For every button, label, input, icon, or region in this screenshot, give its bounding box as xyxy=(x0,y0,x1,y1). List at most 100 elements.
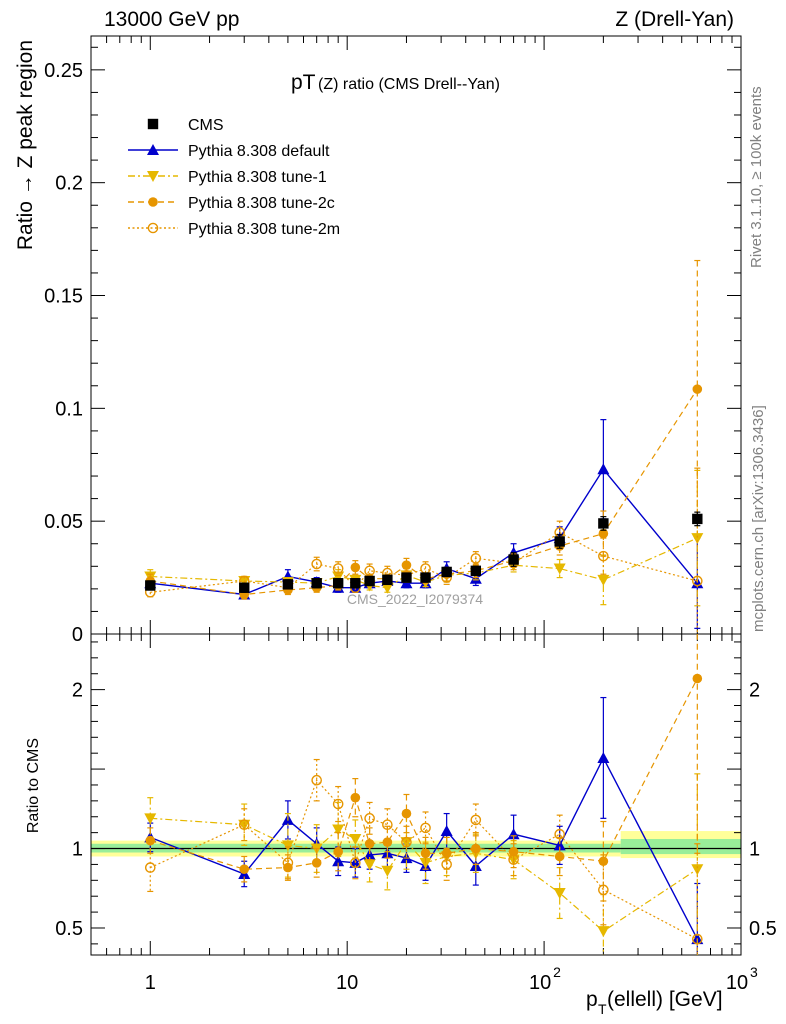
ratio-point-pythia-8-308-tune-2m xyxy=(282,857,294,869)
top-point-pythia-8-308-tune-2c xyxy=(598,528,609,539)
legend-marker-pythia-8-308-tune-2m xyxy=(147,222,159,234)
ratio-point-pythia-8-308-tune-2c xyxy=(382,837,393,847)
ratio-point-pythia-8-308-tune-1 xyxy=(332,824,345,836)
ratio-point-pythia-8-308-tune-2m xyxy=(350,857,361,869)
legend-label-pythia-8-308-tune-2c: Pythia 8.308 tune-2c xyxy=(188,195,335,212)
ratio-band-inner-high xyxy=(620,838,741,855)
ratio-point-pythia-8-308-tune-2c xyxy=(239,864,250,874)
top-point-pythia-8-308-tune-2c xyxy=(350,562,361,573)
xtick-label: 10 xyxy=(336,972,358,994)
legend: CMS Pythia 8.308 default Pythia 8.308 tune… xyxy=(128,117,340,238)
x-axis-title-rest: (ellell) [GeV] xyxy=(607,988,723,1011)
top-ytick-label: 0.05 xyxy=(44,511,83,533)
top-point-pythia-8-308-tune-2m xyxy=(311,558,322,570)
ratio-point-pythia-8-308-default xyxy=(507,828,520,840)
ratio-point-pythia-8-308-tune-2m xyxy=(401,836,412,848)
top-point-cms xyxy=(311,578,322,589)
legend-label-pythia-8-308-tune-1: Pythia 8.308 tune-1 xyxy=(188,169,327,186)
top-ytick-label: 0.2 xyxy=(55,173,83,195)
header-left: 13000 GeV pp xyxy=(104,8,240,31)
bottom-y-axis-title: Ratio to CMS xyxy=(25,738,42,833)
ratio-point-pythia-8-308-tune-2m xyxy=(508,854,519,865)
legend-marker-pythia-8-308-default xyxy=(147,144,159,155)
ratio-point-pythia-8-308-tune-2m xyxy=(382,819,393,830)
ratio-point-pythia-8-308-tune-1 xyxy=(553,888,566,900)
ratio-point-pythia-8-308-tune-2c xyxy=(420,848,431,859)
top-point-pythia-8-308-tune-2c xyxy=(401,560,412,570)
top-point-cms xyxy=(470,565,482,577)
ratio-point-pythia-8-308-tune-1 xyxy=(363,859,376,871)
ratio-series-pythia-8-308-tune-2m xyxy=(144,758,703,955)
mcplots-label: mcplots.cern.ch [arXiv:1306.3436] xyxy=(750,405,767,632)
ratio-point-pythia-8-308-default xyxy=(363,848,376,860)
top-point-pythia-8-308-default xyxy=(597,463,610,475)
top-panel-data xyxy=(144,259,704,634)
top-ytick-label: 0.1 xyxy=(55,398,83,420)
xtick-label: 1 xyxy=(145,972,156,994)
bottom-panel-data xyxy=(144,634,704,955)
ratio-point-pythia-8-308-tune-1 xyxy=(144,813,157,825)
xtick-label-exponent: 2 xyxy=(553,964,561,980)
ratio-point-pythia-8-308-tune-2m xyxy=(238,819,250,830)
top-point-cms xyxy=(364,575,375,587)
top-point-pythia-8-308-tune-1 xyxy=(332,571,345,583)
ratio-point-pythia-8-308-tune-2c xyxy=(554,851,565,862)
top-ytick-label: 0.25 xyxy=(44,60,83,82)
legend-label-cms: CMS xyxy=(188,117,224,134)
xtick-label: 10 xyxy=(529,972,551,994)
top-point-pythia-8-308-tune-2m xyxy=(692,575,703,587)
ratio-point-pythia-8-308-tune-2c xyxy=(471,843,481,854)
ratio-point-pythia-8-308-default xyxy=(597,751,610,763)
ratio-point-pythia-8-308-tune-2m xyxy=(332,798,344,810)
legend-marker-pythia-8-308-tune-1 xyxy=(147,171,159,182)
legend-marker-cms xyxy=(147,118,159,130)
ratio-point-pythia-8-308-tune-2c xyxy=(692,673,703,684)
bottom-ytick-label-right: 0.5 xyxy=(749,918,777,940)
ratio-line-pythia-8-308-tune-2c xyxy=(150,678,698,870)
ratio-point-pythia-8-308-default xyxy=(553,839,566,851)
top-ytick-label: 0.15 xyxy=(44,286,83,308)
ratio-point-pythia-8-308-tune-2m xyxy=(144,862,156,873)
ratio-point-pythia-8-308-tune-2c xyxy=(508,846,519,857)
top-point-cms xyxy=(282,579,294,590)
top-line-pythia-8-308-tune-1 xyxy=(150,537,698,589)
ratio-point-pythia-8-308-default xyxy=(440,825,453,837)
top-point-cms xyxy=(332,578,344,589)
top-y-axis-title: Ratio → Z peak region xyxy=(14,40,37,250)
bottom-ytick-label-right: 2 xyxy=(749,680,760,702)
bottom-ytick-label: 1 xyxy=(72,839,83,861)
ratio-point-pythia-8-308-tune-2m xyxy=(692,933,703,945)
top-point-cms xyxy=(508,554,519,565)
ratio-series-pythia-8-308-tune-2c xyxy=(145,634,703,902)
bottom-ytick-label: 2 xyxy=(72,680,83,702)
ratio-point-pythia-8-308-tune-1 xyxy=(691,864,704,876)
top-point-pythia-8-308-tune-2m xyxy=(598,550,609,562)
ratio-point-pythia-8-308-tune-2c xyxy=(333,846,343,857)
top-point-pythia-8-308-tune-1 xyxy=(553,563,566,575)
legend-label-pythia-8-308-default: Pythia 8.308 default xyxy=(188,143,330,160)
chart-title-main: pT xyxy=(291,71,316,94)
bottom-ytick-label: 0.5 xyxy=(55,918,83,940)
ratio-point-pythia-8-308-tune-2c xyxy=(350,792,361,803)
ratio-point-pythia-8-308-tune-2m xyxy=(441,859,452,870)
ratio-point-pythia-8-308-tune-2m xyxy=(554,828,565,840)
top-point-pythia-8-308-tune-1 xyxy=(381,582,394,594)
top-point-cms xyxy=(401,572,412,583)
top-point-cms xyxy=(350,578,361,589)
top-point-pythia-8-308-tune-2m xyxy=(364,565,375,577)
ratio-point-pythia-8-308-tune-1 xyxy=(349,833,362,845)
top-point-pythia-8-308-default xyxy=(691,577,704,589)
ratio-point-pythia-8-308-tune-1 xyxy=(381,865,394,877)
ratio-point-pythia-8-308-tune-2m xyxy=(598,884,609,896)
top-point-pythia-8-308-tune-2c xyxy=(692,384,703,394)
top-point-cms xyxy=(554,536,565,547)
top-point-pythia-8-308-tune-1 xyxy=(597,574,610,586)
legend-label-pythia-8-308-tune-2m: Pythia 8.308 tune-2m xyxy=(188,221,340,238)
top-series-cms xyxy=(145,511,703,593)
chart-title-rest: (Z) ratio (CMS Drell--Yan) xyxy=(318,76,500,93)
top-point-pythia-8-308-tune-1 xyxy=(691,533,704,545)
ratio-point-pythia-8-308-tune-1 xyxy=(281,840,294,852)
top-ytick-label: 0 xyxy=(72,624,83,646)
ratio-point-pythia-8-308-tune-2m xyxy=(470,814,482,826)
ratio-point-pythia-8-308-tune-2c xyxy=(145,835,156,846)
